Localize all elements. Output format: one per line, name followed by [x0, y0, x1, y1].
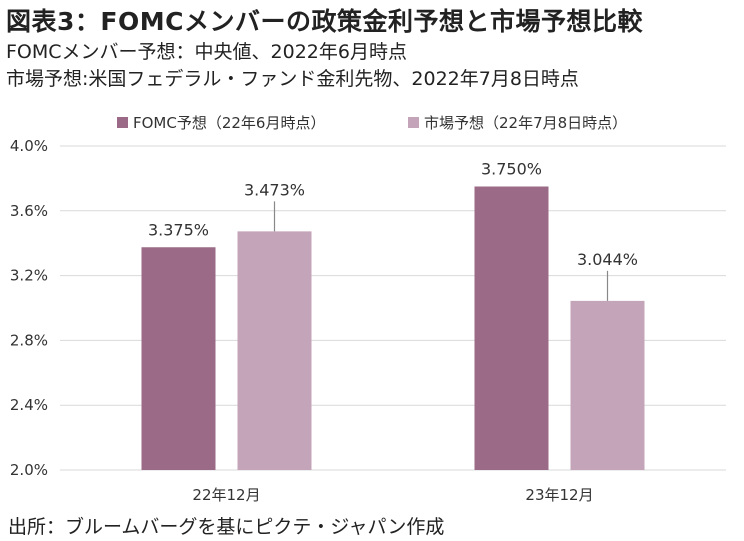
chart-subtitle-fomc: FOMCメンバー予想：中央値、2022年6月時点 — [6, 41, 407, 63]
source-note: 出所：ブルームバーグを基にピクテ・ジャパン作成 — [8, 516, 445, 538]
legend-swatch — [117, 117, 128, 128]
legend-label: 市場予想（22年7月8日時点） — [424, 114, 627, 132]
y-tick-label: 3.6% — [10, 202, 48, 220]
y-tick-label: 3.2% — [10, 267, 48, 285]
data-label: 3.044% — [577, 250, 638, 269]
y-tick-label: 2.0% — [10, 461, 48, 479]
bars — [141, 186, 645, 470]
y-tick-label: 4.0% — [10, 137, 48, 155]
data-label: 3.473% — [244, 180, 305, 199]
legend: FOMC予想（22年6月時点） 市場予想（22年7月8日時点） — [117, 114, 627, 132]
y-tick-label: 2.8% — [10, 331, 48, 349]
x-axis-ticks: 22年12月 23年12月 — [192, 486, 593, 504]
y-tick-label: 2.4% — [10, 396, 48, 414]
chart-title: 図表3：FOMCメンバーの政策金利予想と市場予想比較 — [6, 7, 643, 36]
bar — [474, 186, 549, 470]
bar — [141, 247, 216, 470]
chart-subtitle-market: 市場予想:米国フェデラル・ファンド金利先物、2022年7月8日時点 — [6, 68, 579, 90]
data-label: 3.375% — [148, 220, 209, 239]
x-tick-label: 23年12月 — [525, 486, 593, 504]
legend-label: FOMC予想（22年6月時点） — [133, 114, 325, 132]
data-labels: 3.375% 3.473% 3.750% 3.044% — [148, 160, 638, 301]
x-tick-label: 22年12月 — [192, 486, 260, 504]
legend-swatch — [408, 117, 419, 128]
bar — [570, 300, 645, 470]
bar — [237, 231, 312, 470]
y-axis-ticks: 2.0% 2.4% 2.8% 3.2% 3.6% 4.0% — [10, 137, 48, 479]
data-label: 3.750% — [481, 160, 542, 179]
